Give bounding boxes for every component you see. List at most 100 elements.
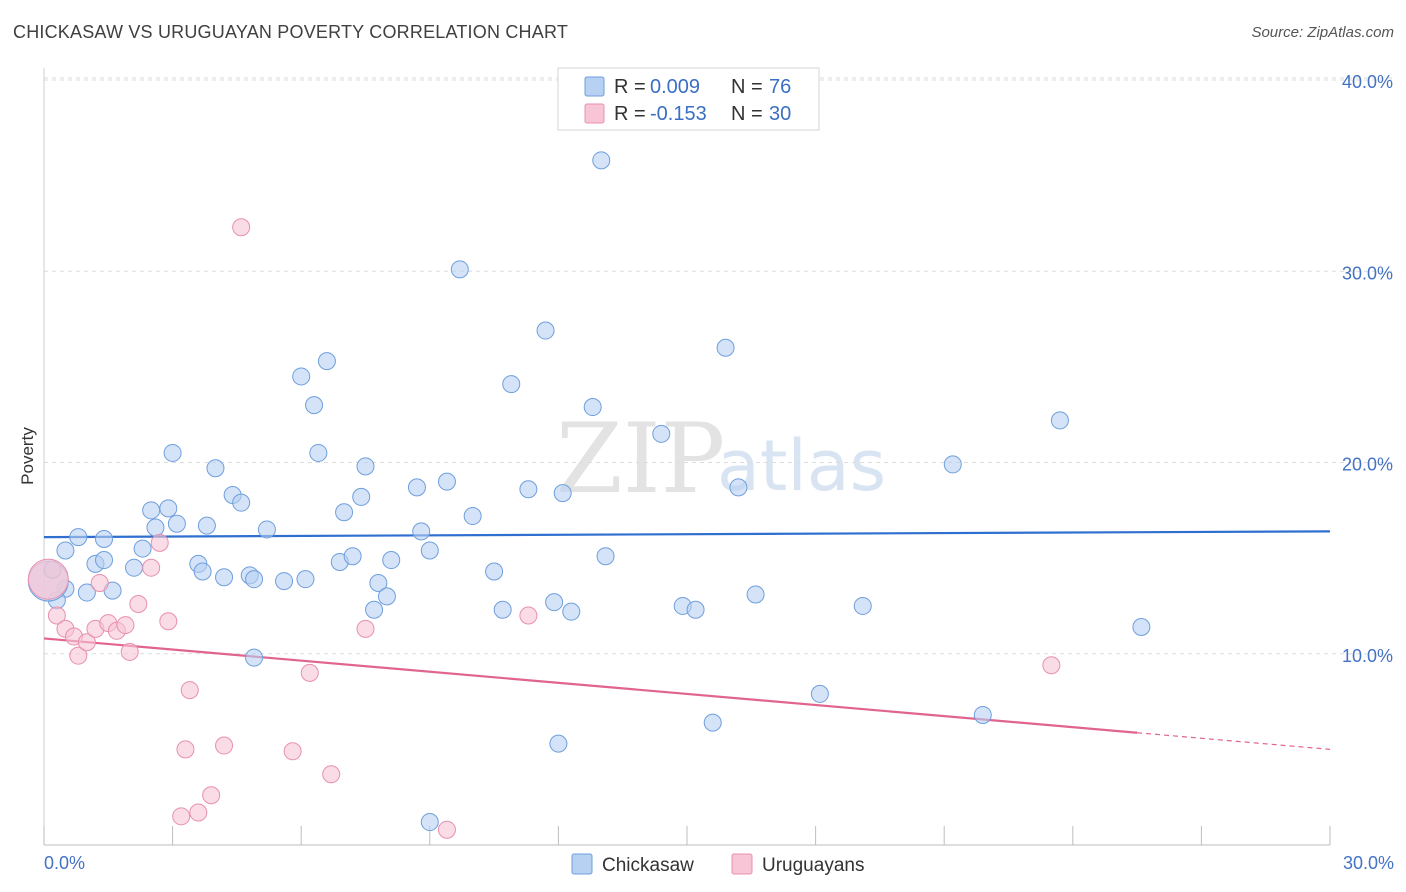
point-chickasaw [450, 260, 469, 279]
point-chickasaw [1050, 411, 1069, 430]
point-chickasaw [125, 558, 144, 577]
point-chickasaw [232, 493, 251, 512]
point-chickasaw [197, 516, 216, 535]
point-uruguayans [1042, 656, 1061, 675]
point-uruguayans [90, 573, 109, 592]
point-uruguayans [437, 820, 456, 839]
point-chickasaw [519, 480, 538, 499]
point-uruguayans [27, 558, 69, 600]
series-legend-swatch-chickasaw [571, 853, 593, 875]
point-chickasaw [77, 583, 96, 602]
point-chickasaw [206, 459, 225, 478]
watermark-zip: ZIP [556, 403, 725, 515]
trend-line-chickasaw [43, 530, 1331, 539]
point-uruguayans [176, 740, 195, 759]
point-chickasaw [142, 501, 161, 520]
point-uruguayans [356, 619, 375, 638]
x-tick-label-min: 0.0% [44, 853, 85, 873]
point-chickasaw [356, 457, 375, 476]
point-chickasaw [343, 547, 362, 566]
point-chickasaw [553, 484, 572, 503]
point-chickasaw [215, 568, 234, 587]
y-tick-label: 10.0% [1342, 646, 1393, 666]
point-chickasaw [365, 600, 384, 619]
point-chickasaw [652, 424, 671, 443]
point-chickasaw [1132, 617, 1151, 636]
legend-r-value-uruguayans: -0.153 [650, 103, 707, 125]
series-legend-swatch-uruguayans [731, 853, 753, 875]
y-axis-label: Poverty [18, 427, 37, 485]
point-chickasaw [159, 499, 178, 518]
point-chickasaw [69, 528, 88, 547]
legend-swatch-uruguayans [584, 103, 605, 124]
point-chickasaw [536, 321, 555, 340]
point-chickasaw [317, 352, 336, 371]
point-chickasaw [686, 600, 705, 619]
point-chickasaw [382, 551, 401, 570]
y-tick-label: 40.0% [1342, 72, 1393, 92]
point-uruguayans [232, 218, 251, 237]
legend-r-label-uruguayans: R = [614, 103, 646, 125]
point-chickasaw [305, 396, 324, 415]
point-uruguayans [116, 616, 135, 635]
series-legend-label-uruguayans: Uruguayans [762, 855, 864, 876]
axis-layer: 10.0% 20.0% 30.0% 40.0% [43, 68, 1393, 846]
point-uruguayans [77, 633, 96, 652]
legend-r-value-chickasaw: 0.009 [650, 76, 700, 98]
point-uruguayans [172, 807, 191, 826]
point-chickasaw [146, 518, 165, 537]
point-uruguayans [189, 803, 208, 822]
point-chickasaw [420, 541, 439, 560]
point-chickasaw [545, 593, 564, 612]
legend-n-label-chickasaw: N = [731, 76, 763, 98]
point-chickasaw [493, 600, 512, 619]
point-chickasaw [56, 541, 75, 560]
legend-r-label-chickasaw: R = [614, 76, 646, 98]
point-chickasaw [296, 570, 315, 589]
point-chickasaw [95, 551, 114, 570]
point-uruguayans [283, 742, 302, 761]
legend-n-value-chickasaw: 76 [769, 76, 791, 98]
legend-n-value-uruguayans: 30 [769, 103, 791, 125]
point-chickasaw [292, 367, 311, 386]
point-chickasaw [420, 813, 439, 832]
point-chickasaw [716, 338, 735, 357]
point-chickasaw [562, 602, 581, 621]
point-chickasaw [485, 562, 504, 581]
point-uruguayans [180, 681, 199, 700]
trend-line-extension-uruguayans [1137, 732, 1331, 750]
point-chickasaw [309, 443, 328, 462]
point-chickasaw [275, 572, 294, 591]
point-chickasaw [746, 585, 765, 604]
point-chickasaw [437, 472, 456, 491]
point-chickasaw [549, 734, 568, 753]
point-chickasaw [245, 570, 264, 589]
point-uruguayans [159, 612, 178, 631]
point-chickasaw [853, 596, 872, 615]
point-chickasaw [193, 562, 212, 581]
point-chickasaw [810, 684, 829, 703]
series-legend: Chickasaw Uruguayans [571, 853, 864, 876]
point-chickasaw [352, 487, 371, 506]
point-chickasaw [407, 478, 426, 497]
point-chickasaw [133, 539, 152, 558]
point-chickasaw [95, 530, 114, 548]
point-chickasaw [596, 547, 615, 566]
point-uruguayans [129, 595, 148, 614]
points-layer [27, 151, 1151, 839]
point-chickasaw [583, 398, 602, 417]
point-uruguayans [202, 786, 221, 805]
point-uruguayans [47, 606, 66, 625]
y-tick-label: 30.0% [1342, 263, 1393, 283]
source-credit: Source: ZipAtlas.com [1251, 24, 1394, 41]
point-chickasaw [335, 503, 354, 522]
point-uruguayans [150, 533, 169, 552]
point-uruguayans [519, 606, 538, 625]
stats-legend: R = 0.009 N = 76 R = -0.153 N = 30 [557, 67, 820, 131]
chart-title: CHICKASAW VS URUGUAYAN POVERTY CORRELATI… [13, 22, 569, 42]
legend-swatch-chickasaw [584, 76, 605, 97]
point-chickasaw [369, 573, 388, 592]
point-uruguayans [215, 736, 234, 755]
point-uruguayans [142, 558, 161, 577]
